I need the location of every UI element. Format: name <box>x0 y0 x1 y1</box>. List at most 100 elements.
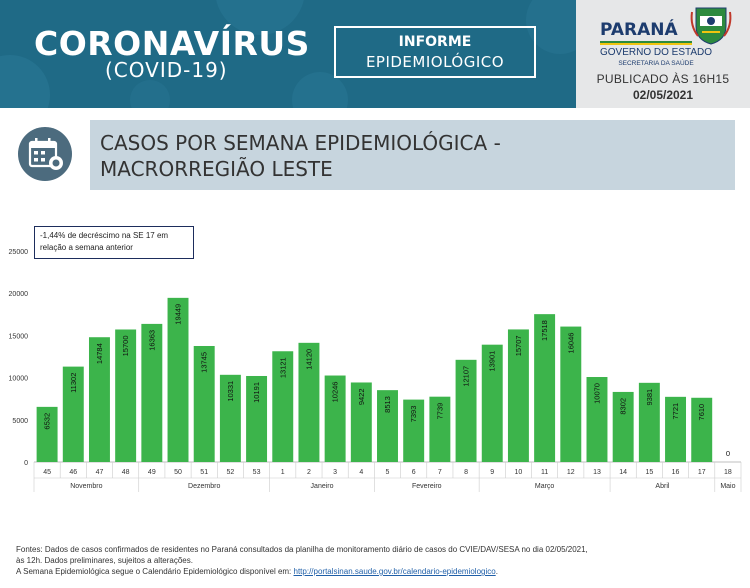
y-tick-label: 15000 <box>9 333 29 340</box>
bar-value-label: 9381 <box>645 389 654 406</box>
bar-value-label: 7739 <box>435 403 444 420</box>
x-tick-label: 10 <box>515 469 523 476</box>
bar-value-label: 10331 <box>226 381 235 402</box>
calendar-link[interactable]: http://portalsinan.saude.gov.br/calendar… <box>293 567 496 576</box>
bar <box>36 406 58 462</box>
y-tick-label: 25000 <box>9 249 29 256</box>
month-label: Abril <box>655 483 669 490</box>
bar-value-label: 0 <box>726 449 730 458</box>
bar <box>534 314 556 462</box>
x-tick-label: 4 <box>359 469 363 476</box>
footer-line-3-end: . <box>495 567 498 576</box>
decrease-annotation: -1,44% de decréscimo na SE 17 em relação… <box>34 226 194 259</box>
footer-line-1: Fontes: Dados de casos confirmados de re… <box>16 545 588 554</box>
bar-value-label: 15700 <box>121 335 130 356</box>
x-tick-label: 1 <box>281 469 285 476</box>
gov-name: PARANÁ <box>600 20 678 40</box>
bar <box>62 366 84 462</box>
bar-value-label: 7721 <box>671 403 680 420</box>
month-label: Fevereiro <box>412 483 442 490</box>
bar <box>272 351 294 462</box>
annotation-line-2: relação a semana anterior <box>40 243 133 252</box>
published-time: PUBLICADO ÀS 16H15 <box>596 72 730 86</box>
gov-department: SECRETARIA DA SAÚDE <box>618 60 694 67</box>
gov-divider-yellow <box>600 43 692 45</box>
x-tick-label: 14 <box>619 469 627 476</box>
bar <box>350 382 372 462</box>
bar-value-label: 10246 <box>331 382 340 403</box>
informe-line-1: INFORME <box>398 34 472 50</box>
section-title-line-1: CASOS POR SEMANA EPIDEMIOLÓGICA - <box>100 131 501 155</box>
x-tick-label: 53 <box>253 469 261 476</box>
x-tick-label: 9 <box>490 469 494 476</box>
bar-value-label: 10191 <box>252 382 261 403</box>
footer-line-3: A Semana Epidemiológica segue o Calendár… <box>16 566 741 577</box>
weekly-cases-bar-chart: 0500010000150002000025000653245113024614… <box>9 249 742 492</box>
bar <box>219 374 241 462</box>
y-tick-label: 0 <box>24 460 28 467</box>
x-tick-label: 17 <box>698 469 706 476</box>
month-label: Dezembro <box>188 483 220 490</box>
calendar-glyph <box>28 138 63 170</box>
x-tick-label: 16 <box>672 469 680 476</box>
bar-value-label: 16046 <box>566 333 575 354</box>
x-tick-label: 7 <box>438 469 442 476</box>
x-tick-label: 8 <box>464 469 468 476</box>
section-title-box: CASOS POR SEMANA EPIDEMIOLÓGICA - MACROR… <box>90 120 735 190</box>
x-tick-label: 6 <box>412 469 416 476</box>
gov-divider-green <box>600 41 692 43</box>
bar-value-label: 9422 <box>357 388 366 405</box>
x-tick-label: 46 <box>69 469 77 476</box>
bar <box>193 345 215 462</box>
informe-line-2: EPIDEMIOLÓGICO <box>365 53 505 71</box>
bar-value-label: 17518 <box>540 320 549 341</box>
x-tick-label: 18 <box>724 469 732 476</box>
bar <box>481 344 503 462</box>
calendar-icon <box>18 127 72 181</box>
y-tick-label: 20000 <box>9 291 29 298</box>
x-tick-label: 12 <box>567 469 575 476</box>
section-title-line-2: MACRORREGIÃO LESTE <box>100 157 333 181</box>
x-tick-label: 13 <box>593 469 601 476</box>
coat-of-arms-icon <box>690 7 732 45</box>
bar <box>88 337 110 462</box>
bar-value-label: 19449 <box>174 304 183 325</box>
bar <box>403 399 425 462</box>
x-tick-label: 50 <box>174 469 182 476</box>
bar <box>507 329 529 462</box>
bar <box>638 382 660 462</box>
x-tick-label: 52 <box>226 469 234 476</box>
banner-subtitle: (COVID-19) <box>105 58 228 82</box>
month-label: Janeiro <box>311 483 334 490</box>
x-tick-label: 51 <box>200 469 208 476</box>
y-tick-label: 5000 <box>12 418 28 425</box>
bar <box>115 329 137 462</box>
bar-value-label: 13745 <box>200 352 209 373</box>
footer-line-3-text: A Semana Epidemiológica segue o Calendár… <box>16 567 294 576</box>
bar <box>141 323 163 462</box>
bar-value-label: 7393 <box>409 406 418 423</box>
bar <box>324 375 346 462</box>
bar <box>167 297 189 462</box>
bar-value-label: 7610 <box>697 404 706 421</box>
x-tick-label: 15 <box>645 469 653 476</box>
x-tick-label: 49 <box>148 469 156 476</box>
bar-value-label: 11302 <box>69 373 78 393</box>
section-title: CASOS POR SEMANA EPIDEMIOLÓGICA - MACROR… <box>100 130 501 182</box>
government-panel: PARANÁ GOVERNO DO ESTADO SECRETARIA DA S… <box>576 0 750 108</box>
bar <box>665 396 687 462</box>
x-tick-label: 3 <box>333 469 337 476</box>
published-date: 02/05/2021 <box>632 88 694 102</box>
x-tick-label: 45 <box>43 469 51 476</box>
x-tick-label: 5 <box>386 469 390 476</box>
bar-value-label: 12107 <box>462 366 471 387</box>
x-tick-label: 11 <box>541 469 548 476</box>
bar-value-label: 6532 <box>43 413 52 430</box>
x-tick-label: 48 <box>122 469 130 476</box>
bar-value-label: 13901 <box>488 351 497 372</box>
bar-value-label: 15707 <box>514 335 523 356</box>
x-tick-label: 47 <box>96 469 104 476</box>
bar <box>455 359 477 462</box>
x-tick-label: 2 <box>307 469 311 476</box>
bar <box>246 375 268 462</box>
